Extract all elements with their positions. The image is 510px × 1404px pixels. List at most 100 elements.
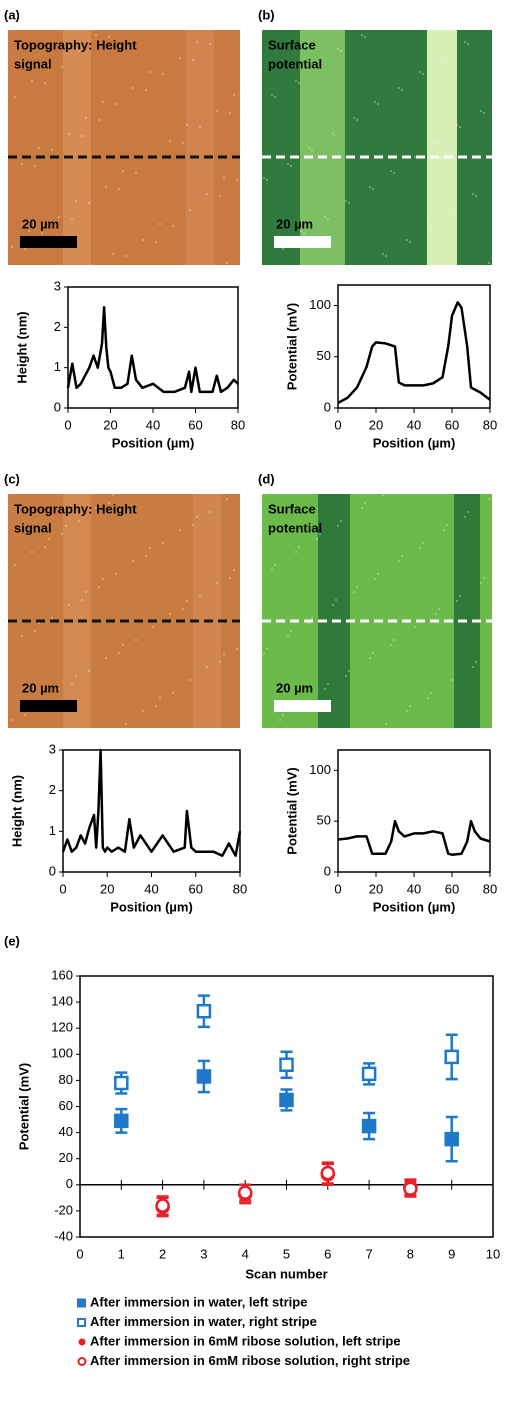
- image-speck: [142, 239, 144, 241]
- panel-label: (c): [4, 471, 20, 486]
- y-tick-label: 50: [317, 813, 331, 828]
- image-speck: [78, 50, 80, 52]
- image-speck: [419, 547, 421, 549]
- x-tick-label: 6: [324, 1246, 331, 1261]
- scale-label: 20 µm: [276, 216, 313, 231]
- scale-label: 20 µm: [22, 680, 59, 695]
- plot-frame: [62, 749, 241, 873]
- y-tick-label: 120: [51, 1020, 73, 1035]
- image-speck: [182, 608, 184, 610]
- image-speck: [475, 195, 477, 197]
- image-speck: [115, 573, 117, 575]
- image-speck: [398, 87, 400, 89]
- image-caption: signal: [14, 520, 52, 535]
- image-speck: [282, 714, 284, 716]
- x-axis-label: Position (µm): [110, 899, 193, 914]
- image-speck: [162, 73, 164, 75]
- profile: [337, 819, 491, 856]
- image-speck: [105, 186, 107, 188]
- y-tick-label: 60: [59, 1098, 73, 1113]
- x-tick-label: 40: [407, 881, 421, 896]
- image-speck: [75, 675, 77, 677]
- x-axis-label: Position (µm): [112, 435, 195, 450]
- image-speck: [219, 195, 221, 197]
- image-speck: [159, 697, 161, 699]
- x-tick-label: 40: [407, 417, 421, 432]
- legend-marker: [77, 1318, 86, 1327]
- y-axis-label: Potential (mV): [284, 767, 299, 854]
- image-speck: [377, 573, 379, 575]
- y-tick-label: 2: [54, 319, 61, 334]
- image-speck: [102, 578, 104, 580]
- image-speck: [422, 542, 424, 544]
- image-speck: [206, 666, 208, 668]
- image-speck: [443, 57, 445, 59]
- image-speck: [311, 617, 313, 619]
- marker: [196, 1003, 212, 1019]
- image-speck: [419, 71, 421, 73]
- y-tick-label: 20: [59, 1150, 73, 1165]
- image-speck: [364, 502, 366, 504]
- image-speck: [135, 172, 137, 174]
- image-speck: [393, 639, 395, 641]
- x-tick-label: 2: [159, 1246, 166, 1261]
- marker: [361, 1118, 377, 1134]
- image-speck: [451, 209, 453, 211]
- image-speck: [438, 142, 440, 144]
- y-tick-label: 100: [51, 1046, 73, 1061]
- legend-label: After immersion in water, right stripe: [90, 1314, 317, 1329]
- y-tick-label: 1: [54, 359, 61, 374]
- image-stripe: [427, 30, 457, 265]
- image-speck: [459, 595, 461, 597]
- image-speck: [475, 661, 477, 663]
- image-speck: [186, 600, 188, 602]
- image-speck: [266, 648, 268, 650]
- image-speck: [38, 622, 40, 624]
- image-speck: [226, 498, 228, 500]
- image-speck: [374, 101, 376, 103]
- y-tick-label: 0: [324, 399, 331, 414]
- image-speck: [446, 59, 448, 61]
- x-tick-label: 20: [369, 881, 383, 896]
- y-tick-label: 3: [54, 278, 61, 293]
- image-speck: [332, 133, 334, 135]
- image-speck: [295, 551, 297, 553]
- image-speck: [196, 41, 198, 43]
- x-axis-label: Position (µm): [373, 435, 456, 450]
- image-speck: [393, 172, 395, 174]
- image-speck: [327, 683, 329, 685]
- x-tick-label: 10: [486, 1246, 500, 1261]
- marker: [279, 1057, 294, 1072]
- image-speck: [369, 186, 371, 188]
- y-tick-label: 160: [51, 967, 73, 982]
- image-speck: [98, 586, 100, 588]
- x-tick-label: 1: [118, 1246, 125, 1261]
- image-speck: [219, 661, 221, 663]
- image-speck: [263, 177, 265, 179]
- image-speck: [348, 202, 350, 204]
- image-caption: Surface: [268, 37, 316, 52]
- image-caption: signal: [14, 56, 52, 71]
- image-speck: [298, 546, 300, 548]
- image-speck: [446, 524, 448, 526]
- image-speck: [78, 520, 80, 522]
- image-speck: [271, 94, 273, 96]
- image-speck: [335, 599, 337, 601]
- image-speck: [483, 112, 485, 114]
- image-speck: [209, 43, 211, 45]
- image-speck: [236, 648, 238, 650]
- marker: [114, 1075, 129, 1091]
- y-tick-label: -40: [54, 1228, 73, 1243]
- profile: [66, 305, 239, 394]
- image-speck: [28, 230, 30, 232]
- image-speck: [435, 613, 437, 615]
- image-speck: [34, 165, 36, 167]
- image-speck: [324, 688, 326, 690]
- image-speck: [229, 577, 231, 579]
- x-tick-label: 80: [483, 417, 497, 432]
- image-speck: [81, 135, 83, 137]
- marker: [196, 1069, 212, 1084]
- image-speck: [189, 209, 191, 211]
- y-tick-label: 80: [59, 1072, 73, 1087]
